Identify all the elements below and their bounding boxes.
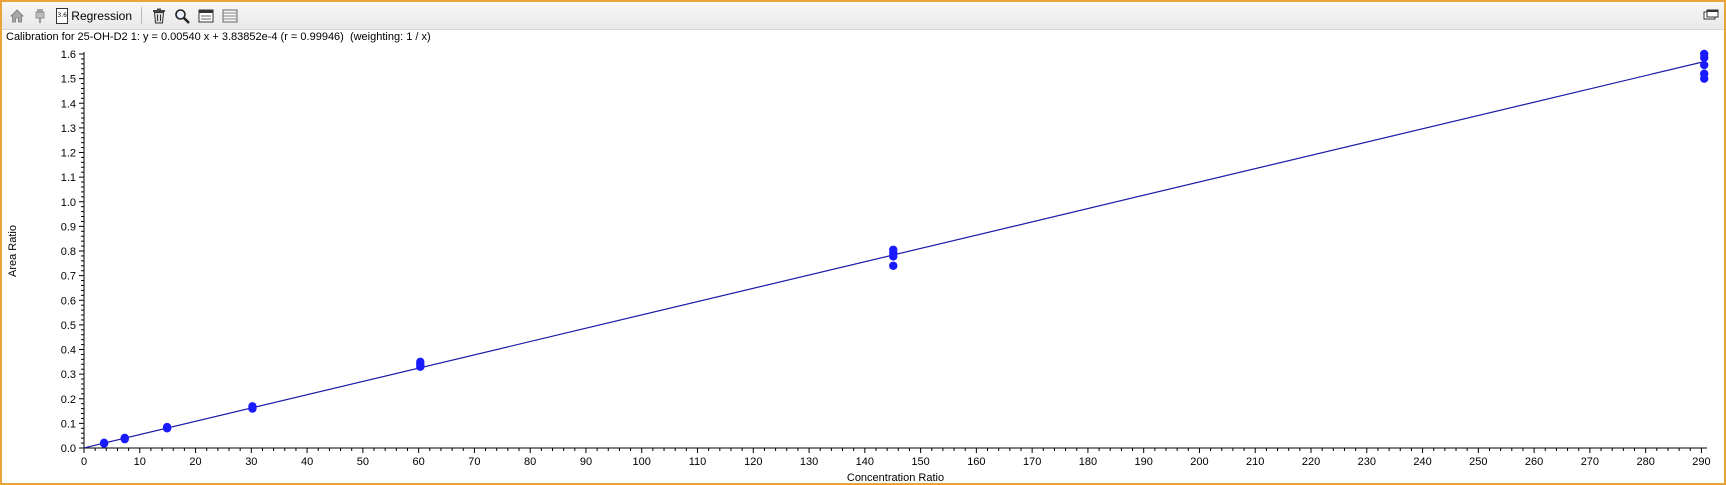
data-point xyxy=(162,422,172,432)
x-tick-label: 270 xyxy=(1581,456,1599,468)
x-tick-label: 220 xyxy=(1302,456,1320,468)
data-points xyxy=(99,49,1709,448)
data-point xyxy=(1700,49,1709,59)
toolbar: 3.6 Regression xyxy=(2,2,1724,30)
y-tick-label: 0.4 xyxy=(61,345,76,357)
y-tick-label: 0.8 xyxy=(61,246,76,258)
x-tick-label: 230 xyxy=(1358,456,1376,468)
x-tick-label: 210 xyxy=(1246,456,1264,468)
data-point xyxy=(1700,60,1709,70)
y-tick-label: 1.6 xyxy=(61,49,76,61)
data-point xyxy=(889,261,898,270)
x-tick-label: 280 xyxy=(1636,456,1654,468)
x-tick-label: 60 xyxy=(413,456,425,468)
data-point xyxy=(889,245,898,254)
data-point xyxy=(1700,69,1709,78)
table-view-icon[interactable] xyxy=(221,6,239,25)
x-tick-label: 10 xyxy=(134,456,146,468)
x-tick-label: 70 xyxy=(468,456,480,468)
x-tick-label: 160 xyxy=(967,456,985,468)
x-tick-label: 80 xyxy=(524,456,536,468)
zoom-icon[interactable] xyxy=(173,6,191,25)
regression-icon: 3.6 xyxy=(56,7,69,24)
regression-label: Regression xyxy=(71,8,132,23)
x-tick-label: 100 xyxy=(633,456,651,468)
y-tick-label: 0.5 xyxy=(61,320,76,332)
x-tick-label: 240 xyxy=(1413,456,1431,468)
x-tick-label: 120 xyxy=(744,456,762,468)
trash-icon[interactable] xyxy=(150,6,168,25)
x-tick-label: 0 xyxy=(81,456,87,468)
y-tick-label: 0.1 xyxy=(61,418,76,430)
data-point xyxy=(99,438,109,448)
x-tick-label: 50 xyxy=(357,456,369,468)
x-tick-label: 170 xyxy=(1023,456,1041,468)
y-axis-label: Area Ratio xyxy=(7,225,19,277)
x-tick-label: 250 xyxy=(1469,456,1487,468)
toolbar-separator xyxy=(141,7,142,24)
y-tick-label: 1.4 xyxy=(61,98,76,110)
y-tick-label: 1.1 xyxy=(61,172,76,184)
x-tick-label: 290 xyxy=(1692,456,1710,468)
x-tick-label: 40 xyxy=(301,456,313,468)
x-axis-label: Concentration Ratio xyxy=(847,472,944,483)
x-tick-label: 90 xyxy=(580,456,592,468)
data-point xyxy=(416,357,425,367)
y-tick-label: 0.7 xyxy=(61,271,76,283)
x-tick-label: 140 xyxy=(856,456,874,468)
y-tick-label: 0.2 xyxy=(61,394,76,406)
window-dock-icon[interactable] xyxy=(1702,6,1720,25)
y-tick-label: 0.9 xyxy=(61,221,76,233)
regression-button[interactable]: 3.6 Regression xyxy=(56,6,132,25)
x-tick-label: 260 xyxy=(1525,456,1543,468)
calibration-chart: 0 10 20 30 40 50 60 70 80 90 100 110 120 130 140 150 160… xyxy=(7,49,1711,483)
tick-labels: 0 10 20 30 40 50 60 70 80 90 100 110 120 130 140 150 160… xyxy=(61,49,1711,468)
x-tick-label: 180 xyxy=(1079,456,1097,468)
y-tick-label: 1.3 xyxy=(61,123,76,135)
plot-axes xyxy=(79,52,1707,453)
y-tick-label: 1.0 xyxy=(61,197,76,209)
data-point xyxy=(248,402,257,411)
x-tick-label: 150 xyxy=(911,456,929,468)
data-point xyxy=(120,433,129,443)
calendar-grid-icon[interactable] xyxy=(197,6,215,25)
y-tick-label: 0.3 xyxy=(61,369,76,381)
y-tick-label: 1.2 xyxy=(61,148,76,160)
x-tick-label: 190 xyxy=(1135,456,1153,468)
chart-title: Calibration for 25-OH-D2 1: y = 0.00540 … xyxy=(6,31,431,43)
home-icon[interactable] xyxy=(8,6,26,25)
x-tick-label: 130 xyxy=(800,456,818,468)
x-tick-label: 200 xyxy=(1190,456,1208,468)
y-tick-label: 1.5 xyxy=(61,74,76,86)
y-tick-label: 0.0 xyxy=(61,443,76,455)
x-tick-label: 30 xyxy=(245,456,257,468)
x-tick-label: 20 xyxy=(189,456,201,468)
pin-icon[interactable] xyxy=(31,6,49,25)
y-tick-label: 0.6 xyxy=(61,295,76,307)
x-tick-label: 110 xyxy=(689,456,707,468)
